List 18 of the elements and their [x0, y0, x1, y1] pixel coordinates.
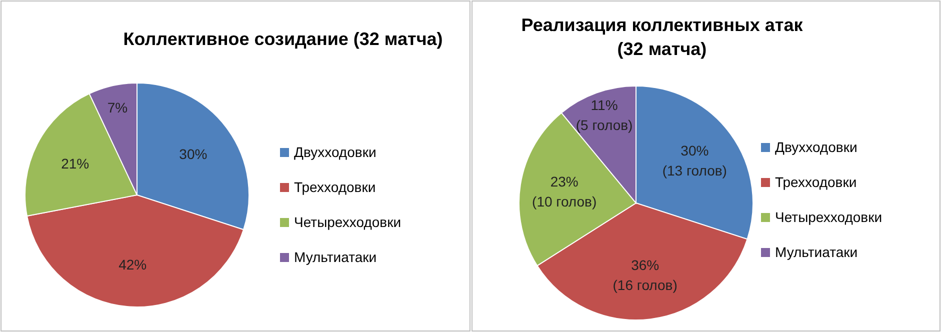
legend-label: Трехходовки [775, 174, 857, 190]
legend-label: Двухходовки [775, 139, 858, 155]
data-label: 36% (16 голов) [612, 256, 678, 293]
legend-label: Трехходовки [294, 179, 376, 195]
data-label: 42% [118, 256, 147, 272]
data-label: 30% [179, 146, 208, 162]
data-label: 30% (13 голов) [662, 142, 727, 178]
data-label: 7% [107, 100, 128, 116]
data-label: 11% (5 голов) [576, 96, 633, 133]
legend-label: Четырехходовки [775, 209, 882, 225]
data-label: 21% [61, 155, 90, 172]
legend-label: Четырехходовки [294, 214, 402, 230]
legend-label: Мультиатаки [775, 244, 858, 260]
chart-title: Коллективное созидание (32 матча) [123, 29, 443, 49]
data-label: 23% (10 голов) [532, 174, 597, 210]
chart-title: Реализация коллективных атак (32 матча) [521, 15, 804, 59]
legend-label: Двухходовки [294, 144, 376, 160]
legend-label: Мультиатаки [294, 249, 377, 265]
